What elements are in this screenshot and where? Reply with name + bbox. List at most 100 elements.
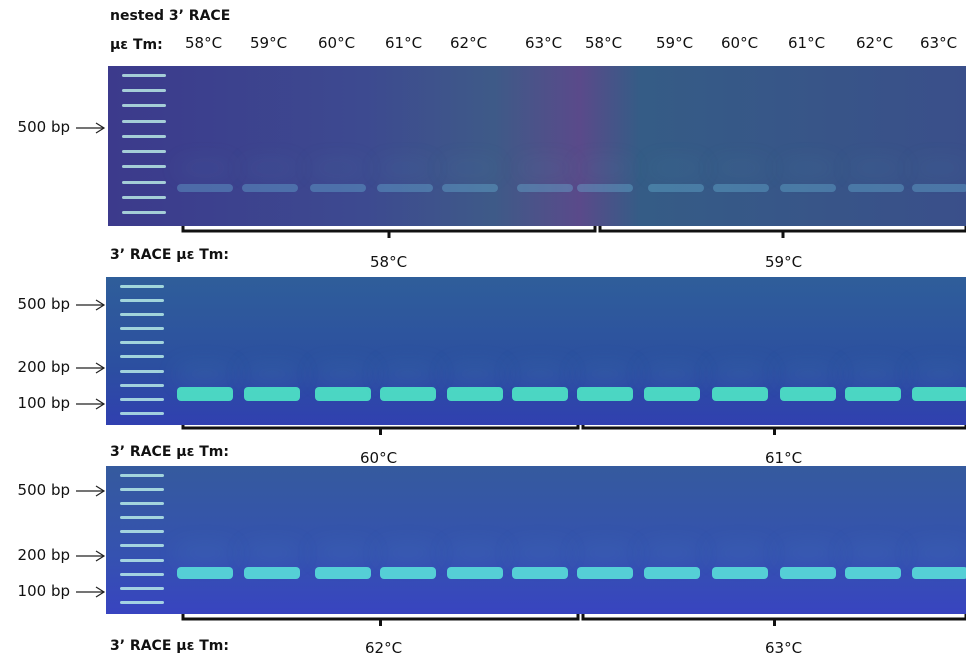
ladder-band: [122, 180, 166, 184]
dna-band: [512, 387, 568, 401]
ladder-band: [120, 572, 164, 576]
arrow-head: [95, 122, 106, 134]
dna-band: [912, 567, 966, 579]
lane-label: 58°C: [185, 34, 223, 52]
dna-band: [242, 184, 298, 192]
lane-header: με Tm:: [110, 37, 163, 53]
ladder-band: [120, 369, 164, 373]
ladder-band: [120, 383, 164, 387]
marker-label: 200 bp: [17, 358, 70, 376]
dna-band: [315, 387, 371, 401]
lane-label: 61°C: [788, 34, 826, 52]
gel-image: [108, 66, 966, 226]
arrow-head: [95, 398, 106, 410]
dna-band: [648, 184, 704, 192]
ladder-band: [120, 600, 164, 604]
ladder-band: [120, 586, 164, 590]
bracket: [181, 612, 580, 626]
group-label: 59°C: [765, 253, 803, 271]
dna-band: [447, 387, 503, 401]
caption: 3’ RACE με Tm:: [110, 444, 229, 460]
dna-band: [848, 184, 904, 192]
dna-band: [380, 387, 436, 401]
ladder-band: [120, 530, 164, 534]
ladder-band: [120, 341, 164, 345]
lane-label: 59°C: [250, 34, 288, 52]
ladder-band: [120, 516, 164, 520]
dna-band: [713, 184, 769, 192]
dna-band: [447, 567, 503, 579]
ladder-band: [120, 355, 164, 359]
dna-band: [442, 184, 498, 192]
gel-image: [106, 466, 966, 614]
lane-label: 63°C: [525, 34, 563, 52]
lane-label: 63°C: [920, 34, 958, 52]
bracket: [181, 224, 597, 238]
dna-band: [177, 387, 233, 401]
ladder-band: [122, 195, 166, 199]
arrow-head: [95, 485, 106, 497]
arrow-head: [95, 299, 106, 311]
arrow-head: [95, 550, 106, 562]
caption: 3’ RACE με Tm:: [110, 247, 229, 263]
bracket: [598, 224, 966, 238]
ladder-band: [120, 558, 164, 562]
ladder-band: [120, 502, 164, 506]
dna-band: [577, 567, 633, 579]
dna-band: [577, 184, 633, 192]
dna-band: [712, 567, 768, 579]
ladder-band: [122, 211, 166, 215]
dna-band: [244, 387, 300, 401]
dna-band: [315, 567, 371, 579]
ladder-band: [122, 89, 166, 93]
dna-band: [912, 184, 966, 192]
dna-band: [780, 387, 836, 401]
dna-band: [780, 567, 836, 579]
group-label: 62°C: [365, 639, 403, 657]
lane-label: 60°C: [318, 34, 356, 52]
dna-band: [177, 184, 233, 192]
ladder-band: [120, 285, 164, 288]
lane-label: 59°C: [656, 34, 694, 52]
ladder-band: [120, 327, 164, 331]
dna-band: [517, 184, 573, 192]
ladder-band: [122, 134, 166, 138]
ladder-band: [120, 488, 164, 492]
group-label: 60°C: [360, 449, 398, 467]
dna-band: [244, 567, 300, 579]
ladder-band: [122, 165, 166, 169]
group-label: 63°C: [765, 639, 803, 657]
dna-band: [845, 387, 901, 401]
dna-band: [512, 567, 568, 579]
ladder-band: [120, 313, 164, 317]
dna-band: [310, 184, 366, 192]
dna-band: [377, 184, 433, 192]
lane-label: 60°C: [721, 34, 759, 52]
ladder-band: [120, 544, 164, 548]
dna-band: [845, 567, 901, 579]
ladder-band: [122, 104, 166, 108]
marker-label: 100 bp: [17, 394, 70, 412]
ladder-band: [120, 397, 164, 401]
marker-label: 100 bp: [17, 582, 70, 600]
lane-label: 62°C: [856, 34, 894, 52]
marker-label: 500 bp: [17, 295, 70, 313]
ladder-band: [122, 119, 166, 123]
dna-band: [644, 387, 700, 401]
marker-label: 200 bp: [17, 546, 70, 564]
dna-band: [380, 567, 436, 579]
arrow-head: [95, 362, 106, 374]
group-label: 61°C: [765, 449, 803, 467]
arrow-head: [95, 586, 106, 598]
gel-image: [106, 277, 966, 425]
lane-label: 62°C: [450, 34, 488, 52]
marker-label: 500 bp: [17, 118, 70, 136]
marker-label: 500 bp: [17, 481, 70, 499]
lane-label: 58°C: [585, 34, 623, 52]
group-label: 58°C: [370, 253, 408, 271]
ladder-band: [122, 74, 166, 77]
dna-band: [177, 567, 233, 579]
dna-band: [577, 387, 633, 401]
ladder-band: [122, 150, 166, 154]
